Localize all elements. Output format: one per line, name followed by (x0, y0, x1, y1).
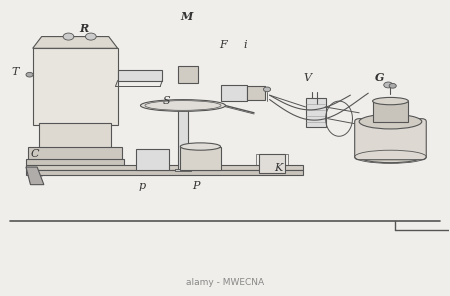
Ellipse shape (359, 151, 422, 163)
Text: T: T (11, 67, 18, 77)
Text: C: C (31, 149, 39, 159)
FancyBboxPatch shape (175, 168, 191, 171)
Circle shape (384, 82, 393, 88)
FancyBboxPatch shape (26, 165, 303, 170)
Text: V: V (304, 73, 312, 83)
Text: r: r (368, 118, 373, 128)
FancyBboxPatch shape (28, 147, 122, 160)
Ellipse shape (140, 100, 225, 111)
FancyBboxPatch shape (248, 86, 265, 100)
FancyBboxPatch shape (178, 105, 188, 170)
Polygon shape (33, 37, 117, 48)
FancyBboxPatch shape (135, 149, 169, 170)
Text: G: G (374, 72, 384, 83)
Circle shape (26, 72, 33, 77)
Circle shape (263, 87, 270, 92)
FancyBboxPatch shape (220, 85, 248, 101)
Ellipse shape (359, 114, 422, 129)
Circle shape (389, 83, 396, 88)
FancyBboxPatch shape (373, 101, 408, 122)
Text: alamy - MWECNA: alamy - MWECNA (186, 278, 264, 287)
Text: M: M (181, 12, 193, 22)
Text: p: p (139, 181, 146, 191)
Polygon shape (178, 66, 198, 83)
FancyBboxPatch shape (180, 147, 220, 170)
Ellipse shape (180, 143, 220, 150)
FancyBboxPatch shape (355, 119, 426, 160)
Circle shape (63, 33, 74, 40)
Text: F: F (219, 40, 227, 50)
FancyBboxPatch shape (306, 98, 326, 128)
FancyBboxPatch shape (117, 70, 162, 81)
Text: K: K (274, 163, 283, 173)
Text: S: S (163, 96, 171, 106)
FancyBboxPatch shape (33, 48, 117, 125)
Polygon shape (26, 167, 44, 185)
FancyBboxPatch shape (26, 159, 124, 167)
FancyBboxPatch shape (40, 123, 111, 148)
Ellipse shape (373, 97, 408, 105)
Text: i: i (243, 40, 247, 50)
FancyBboxPatch shape (26, 170, 303, 175)
FancyBboxPatch shape (259, 154, 285, 173)
Circle shape (86, 33, 96, 40)
Text: R: R (80, 23, 89, 34)
Text: P: P (192, 181, 200, 191)
